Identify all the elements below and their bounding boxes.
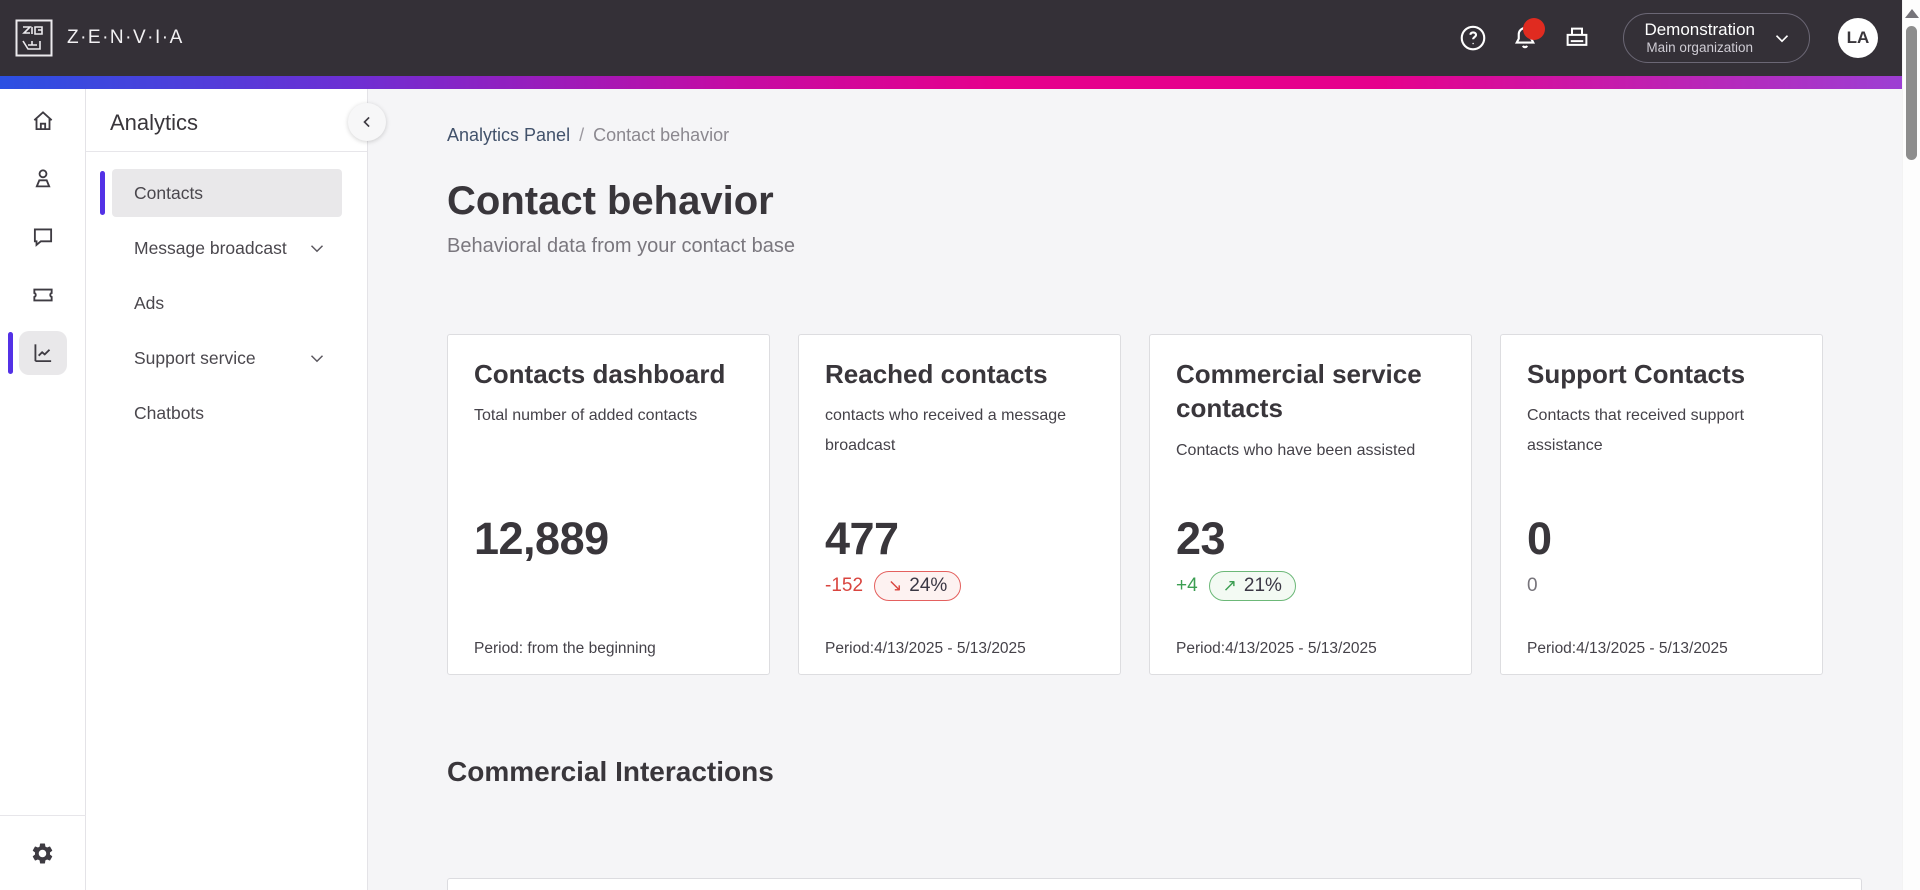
- delta-value: -152: [825, 575, 864, 596]
- analytics-subnav: Analytics Contacts Message broadcast Ads…: [86, 89, 386, 890]
- subnav-item-label: Support service: [134, 347, 256, 368]
- card-delta-row: -152 ↘ 24%: [825, 571, 962, 601]
- sidebar-item-home[interactable]: [19, 99, 67, 143]
- subnav-item-message-broadcast[interactable]: Message broadcast: [112, 224, 342, 272]
- kpi-cards-row: Contacts dashboard Total number of added…: [447, 334, 1920, 675]
- card-title: Reached contacts: [825, 359, 1048, 389]
- help-icon[interactable]: [1451, 16, 1495, 60]
- subnav-item-label: Message broadcast: [134, 237, 287, 258]
- subnav-item-chatbots[interactable]: Chatbots: [112, 389, 342, 437]
- card-contacts-dashboard: Contacts dashboard Total number of added…: [447, 334, 770, 675]
- subnav-menu: Contacts Message broadcast Ads Support s…: [86, 152, 367, 437]
- delta-percentage-badge: ↗ 21%: [1208, 571, 1296, 601]
- card-support-contacts: Support Contacts Contacts that received …: [1500, 334, 1823, 675]
- brand-gradient-bar: [0, 76, 1920, 89]
- org-subtitle: Main organization: [1646, 40, 1753, 56]
- sidebar-item-analytics[interactable]: [7, 331, 67, 375]
- chevron-left-icon: [363, 116, 370, 128]
- contacts-person-icon: [34, 169, 51, 188]
- home-icon: [33, 111, 52, 131]
- trend-up-arrow-icon: ↗: [1222, 576, 1237, 595]
- section-title-commercial-interactions: Commercial Interactions: [447, 756, 774, 787]
- delta-value: 0: [1527, 575, 1538, 596]
- breadcrumb-parent-link[interactable]: Analytics Panel: [447, 125, 571, 145]
- subnav-item-label: Contacts: [134, 182, 204, 203]
- trend-down-arrow-icon: ↘: [888, 576, 903, 595]
- delta-value: +4: [1176, 575, 1198, 596]
- card-delta-row: +4 ↗ 21%: [1176, 571, 1296, 601]
- chevron-down-icon: [310, 245, 324, 253]
- conversations-chat-icon: [33, 228, 52, 247]
- subnav-title: Analytics: [110, 110, 199, 135]
- sidebar-item-conversations[interactable]: [19, 215, 67, 259]
- icon-rail: [0, 89, 86, 890]
- breadcrumb: Analytics Panel / Contact behavior: [447, 125, 1920, 145]
- org-name: Demonstration: [1644, 19, 1755, 39]
- card-commercial-service-contacts: Commercial service contacts Contacts who…: [1149, 334, 1472, 675]
- subnav-item-support-service[interactable]: Support service: [112, 334, 342, 382]
- card-value: 12,889: [474, 513, 609, 564]
- delta-percentage-badge: ↘ 24%: [874, 571, 962, 601]
- sidebar-item-tickets[interactable]: [19, 273, 67, 317]
- tickets-icon: [32, 288, 53, 302]
- chevron-down-icon: [1771, 27, 1793, 49]
- collapse-panel-button[interactable]: [348, 103, 386, 141]
- subnav-item-label: Ads: [134, 292, 165, 313]
- page-subtitle: Behavioral data from your contact base: [447, 235, 795, 257]
- vertical-scrollbar[interactable]: [1902, 0, 1920, 890]
- breadcrumb-current: Contact behavior: [593, 125, 730, 145]
- notifications-bell-icon[interactable]: [1503, 16, 1547, 60]
- subnav-item-contacts[interactable]: Contacts: [100, 169, 342, 217]
- card-title: Contacts dashboard: [474, 359, 726, 389]
- card-title: Support Contacts: [1527, 359, 1746, 389]
- card-period: Period:4/13/2025 - 5/13/2025: [1176, 640, 1377, 657]
- sidebar-item-contacts[interactable]: [19, 157, 67, 201]
- rail-divider: [0, 815, 86, 816]
- card-description: Total number of added contacts: [474, 407, 698, 425]
- breadcrumb-separator: /: [579, 125, 585, 145]
- zenvia-maze-logo-icon[interactable]: [14, 18, 54, 58]
- chevron-down-icon: [310, 355, 324, 363]
- card-description: contacts who received a message broadcas…: [825, 407, 1067, 454]
- user-avatar[interactable]: LA: [1838, 18, 1878, 58]
- card-title: Commercial service contacts: [1176, 359, 1422, 424]
- card-value: 477: [825, 513, 899, 564]
- topbar: Z·E·N·V·I·A Demonstration: [0, 0, 1920, 76]
- main-content: Analytics Panel / Contact behavior Conta…: [368, 89, 1920, 890]
- printer-icon[interactable]: [1555, 16, 1599, 60]
- analytics-chart-icon: [33, 344, 51, 363]
- delta-percentage: 21%: [1243, 575, 1282, 596]
- card-period: Period:4/13/2025 - 5/13/2025: [825, 640, 1026, 657]
- scrollbar-thumb[interactable]: [1906, 26, 1917, 160]
- notification-badge: [1523, 18, 1546, 40]
- card-reached-contacts: Reached contacts contacts who received a…: [798, 334, 1121, 675]
- topbar-actions: Demonstration Main organization LA: [1451, 13, 1878, 63]
- card-period: Period:4/13/2025 - 5/13/2025: [1527, 640, 1728, 657]
- commercial-interactions-card-partial: [447, 878, 1862, 890]
- card-description: Contacts that received support assistanc…: [1527, 407, 1745, 454]
- delta-percentage: 24%: [909, 575, 948, 596]
- subnav-item-ads[interactable]: Ads: [112, 279, 342, 327]
- card-value: 0: [1527, 513, 1552, 564]
- settings-gear-icon: [32, 843, 53, 863]
- brand-wordmark: Z·E·N·V·I·A: [67, 27, 184, 48]
- scrollbar-up-arrow-icon[interactable]: [1904, 9, 1919, 18]
- card-value: 23: [1176, 513, 1226, 564]
- org-switcher[interactable]: Demonstration Main organization: [1623, 13, 1810, 63]
- card-delta-row: 0: [1527, 571, 1538, 601]
- subnav-item-label: Chatbots: [134, 402, 205, 423]
- subnav-divider: [86, 151, 367, 152]
- page-title: Contact behavior: [447, 179, 774, 223]
- card-description: Contacts who have been assisted: [1176, 441, 1416, 459]
- sidebar-item-settings[interactable]: [19, 831, 67, 875]
- card-period: Period: from the beginning: [474, 640, 656, 657]
